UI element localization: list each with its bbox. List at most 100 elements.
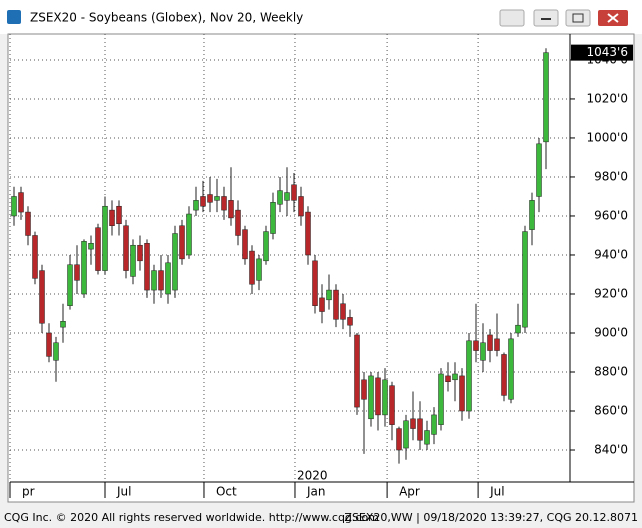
candle-body xyxy=(109,209,115,226)
last-price-tag xyxy=(571,44,633,61)
candle-body xyxy=(438,373,444,425)
candle-body xyxy=(60,321,66,328)
candle-body xyxy=(291,184,297,201)
candle-body xyxy=(312,260,318,306)
year-label: 2020 xyxy=(297,469,328,483)
candle-body xyxy=(277,190,283,205)
candle-body xyxy=(368,375,374,420)
candle-body xyxy=(18,192,24,213)
candle-body xyxy=(221,196,227,211)
candle-body xyxy=(396,428,402,451)
candle-body xyxy=(242,229,248,260)
candle-body xyxy=(39,270,45,324)
candle-body xyxy=(515,324,521,334)
candle-body xyxy=(452,373,458,381)
candle-body xyxy=(11,196,17,217)
candle-body xyxy=(263,231,269,262)
candle-body xyxy=(305,211,311,256)
candle-body xyxy=(200,196,206,207)
candle-body xyxy=(172,233,178,291)
candle-body xyxy=(529,200,535,230)
y-tick-label: 920'0 xyxy=(594,286,628,300)
candle-body xyxy=(130,244,136,277)
candle-body xyxy=(207,194,213,203)
maximize-icon xyxy=(572,13,584,23)
candle-body xyxy=(431,414,437,435)
window-title: ZSEX20 - Soybeans (Globex), Nov 20, Week… xyxy=(30,11,303,25)
candle-body xyxy=(361,379,367,400)
candle-body xyxy=(326,289,332,301)
candle-body xyxy=(123,225,129,271)
candle-body xyxy=(151,270,157,291)
candle-body xyxy=(137,244,143,262)
x-tick-label: Oct xyxy=(216,485,237,499)
candle-body xyxy=(81,241,87,295)
candle-body xyxy=(319,297,325,312)
candle-body xyxy=(459,375,465,412)
y-tick-label: 960'0 xyxy=(594,208,628,222)
candle-body xyxy=(417,418,423,441)
x-tick-label: Jul xyxy=(489,485,504,499)
candle-body xyxy=(102,205,108,271)
y-tick-label: 1000'0 xyxy=(587,130,628,144)
y-tick-label: 900'0 xyxy=(594,325,628,339)
candle-body xyxy=(375,377,381,416)
candle-body xyxy=(298,196,304,217)
candle-body xyxy=(158,270,164,291)
candle-body xyxy=(508,338,514,400)
maximize-button[interactable] xyxy=(565,9,591,27)
plot-area: 840'0 860'0 880'0 900'0 920'0 940'0 960'0 980'0… xyxy=(9,34,633,499)
close-icon xyxy=(607,13,619,23)
footer-left: CQG Inc. © 2020 All rights reserved worl… xyxy=(4,511,379,524)
y-tick-label: 1020'0 xyxy=(587,91,628,105)
candle-body xyxy=(249,250,255,285)
footer-right: ZSEX20,WW | 09/18/2020 13:39:27, CQG 20.… xyxy=(344,511,638,524)
candle-body xyxy=(536,143,542,197)
candle-body xyxy=(410,418,416,429)
x-tick-label: Apr xyxy=(399,485,420,499)
y-tick-label: 980'0 xyxy=(594,169,628,183)
candle-body xyxy=(284,192,290,201)
candle-body xyxy=(25,211,31,236)
candle-body xyxy=(228,200,234,219)
candle-body xyxy=(214,196,220,201)
y-tick-label: 840'0 xyxy=(594,443,628,457)
app-icon xyxy=(7,10,21,24)
candle-body xyxy=(256,258,262,281)
x-tick-label: Jul xyxy=(116,485,131,499)
candle-body xyxy=(165,262,171,295)
candle-body xyxy=(501,354,507,396)
candle-body xyxy=(186,213,192,256)
candle-body xyxy=(179,225,185,260)
candle-body xyxy=(340,303,346,320)
candle-body xyxy=(466,340,472,412)
candle-body xyxy=(193,200,199,211)
candle-body xyxy=(67,264,73,306)
candle-body xyxy=(522,231,528,328)
candle-body xyxy=(424,430,430,445)
candle-body xyxy=(270,202,276,234)
candle-body xyxy=(480,342,486,361)
candle-body xyxy=(53,342,59,361)
last-price-label: 1043'6 xyxy=(587,45,628,59)
candle-body xyxy=(88,243,94,250)
candle-body xyxy=(543,52,549,143)
y-tick-label: 880'0 xyxy=(594,364,628,378)
candle-body xyxy=(382,379,388,416)
candle-body xyxy=(235,209,241,236)
candle-body xyxy=(445,375,451,383)
candle-body xyxy=(403,420,409,449)
candle-body xyxy=(354,334,360,408)
candle-body xyxy=(74,264,80,281)
link-button[interactable] xyxy=(499,9,525,27)
chart-panel xyxy=(7,33,635,503)
candle-body xyxy=(333,289,339,320)
candle-body xyxy=(389,385,395,425)
x-tick-label: Jan xyxy=(306,485,326,499)
candle-body xyxy=(95,227,101,271)
candle-body xyxy=(487,334,493,351)
y-tick-label: 940'0 xyxy=(594,247,628,261)
y-tick-label: 860'0 xyxy=(594,404,628,418)
